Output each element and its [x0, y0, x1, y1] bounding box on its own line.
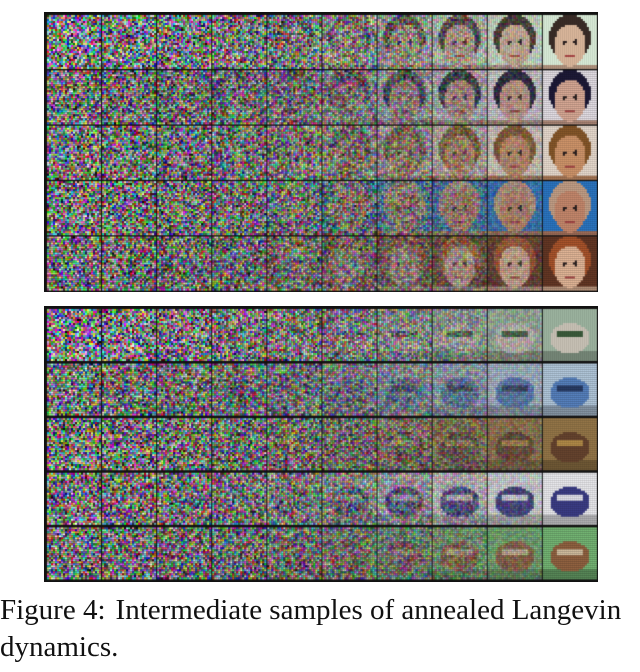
figure-caption: Figure 4: Intermediate samples of anneale…	[0, 592, 640, 666]
objects-samples-canvas	[44, 306, 598, 582]
figure-caption-text: Intermediate samples of annealed Langevi…	[0, 594, 622, 663]
figure-label: Figure 4:	[0, 594, 106, 626]
faces-samples-canvas	[44, 12, 598, 292]
faces-sample-grid	[44, 12, 598, 292]
objects-sample-grid	[44, 306, 598, 582]
